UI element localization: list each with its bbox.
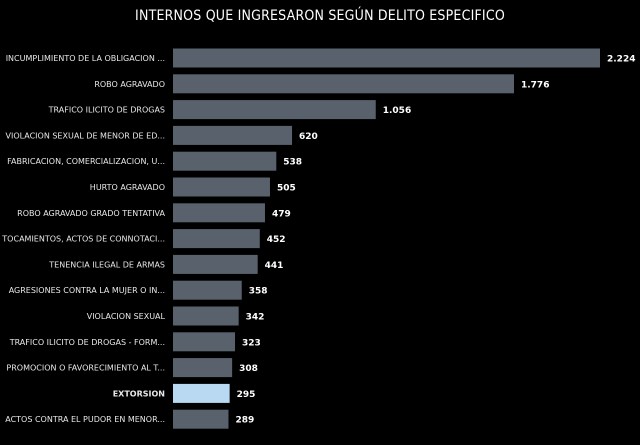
category-label: VIOLACION SEXUAL bbox=[87, 312, 166, 321]
data-label: 1.056 bbox=[383, 106, 411, 116]
category-label: ROBO AGRAVADO bbox=[94, 80, 165, 89]
data-label: 620 bbox=[299, 132, 318, 142]
category-label: TRAFICO ILICITO DE DROGAS - FORM... bbox=[9, 338, 165, 347]
bar bbox=[173, 48, 600, 68]
category-label: PROMOCION O FAVORECIMIENTO AL T... bbox=[6, 364, 165, 373]
category-label: HURTO AGRAVADO bbox=[90, 183, 165, 192]
bar bbox=[173, 332, 236, 352]
bar bbox=[173, 254, 258, 274]
bar bbox=[173, 306, 239, 326]
category-label: EXTORSION bbox=[113, 389, 165, 398]
category-label: ACTOS CONTRA EL PUDOR EN MENOR... bbox=[5, 415, 165, 424]
bar bbox=[173, 383, 230, 403]
data-label: 479 bbox=[272, 209, 291, 219]
data-label: 505 bbox=[277, 184, 296, 194]
data-label: 289 bbox=[235, 416, 254, 426]
category-label: AGRESIONES CONTRA LA MUJER O IN... bbox=[9, 286, 165, 295]
category-label: VIOLACION SEXUAL DE MENOR DE ED... bbox=[5, 131, 165, 140]
data-label: 538 bbox=[283, 158, 302, 168]
bar bbox=[173, 151, 277, 171]
bar bbox=[173, 409, 229, 429]
bar bbox=[173, 229, 260, 249]
data-label: 2.224 bbox=[607, 55, 635, 65]
data-label: 441 bbox=[265, 261, 284, 271]
chart-title: INTERNOS QUE INGRESARON SEGÚN DELITO ESP… bbox=[135, 8, 505, 24]
data-label: 323 bbox=[242, 338, 261, 348]
data-label: 1.776 bbox=[521, 80, 549, 90]
category-label: FABRICACION, COMERCIALIZACION, U... bbox=[7, 157, 165, 166]
category-label: TENENCIA ILEGAL DE ARMAS bbox=[48, 260, 165, 269]
category-label: TOCAMIENTOS, ACTOS DE CONNOTACI... bbox=[1, 235, 165, 244]
category-label: ROBO AGRAVADO GRADO TENTATIVA bbox=[17, 209, 165, 218]
data-label: 308 bbox=[239, 364, 258, 374]
bar bbox=[173, 358, 233, 378]
bar bbox=[173, 100, 376, 120]
category-label: TRAFICO ILICITO DE DROGAS bbox=[48, 106, 165, 115]
bar bbox=[173, 280, 242, 300]
bar bbox=[173, 125, 293, 145]
bar bbox=[173, 203, 265, 223]
bar bbox=[173, 74, 514, 94]
bar bbox=[173, 177, 270, 197]
category-label: INCUMPLIMIENTO DE LA OBLIGACION ... bbox=[6, 54, 165, 63]
data-label: 295 bbox=[237, 390, 256, 400]
data-label: 358 bbox=[249, 287, 268, 297]
data-label: 342 bbox=[246, 313, 265, 323]
data-label: 452 bbox=[267, 235, 286, 245]
